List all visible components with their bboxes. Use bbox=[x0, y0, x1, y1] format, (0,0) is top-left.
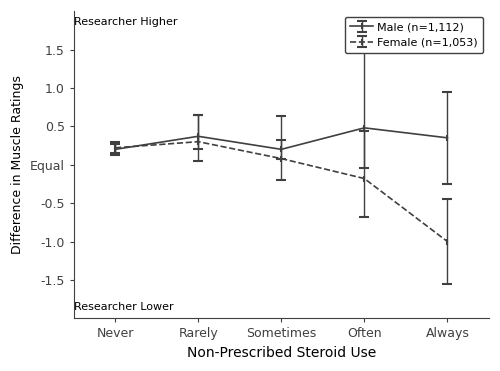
X-axis label: Non-Prescribed Steroid Use: Non-Prescribed Steroid Use bbox=[186, 346, 376, 360]
Text: Researcher Higher: Researcher Higher bbox=[74, 17, 177, 27]
Legend: Male (n=1,112), Female (n=1,053): Male (n=1,112), Female (n=1,053) bbox=[345, 17, 484, 53]
Text: Researcher Lower: Researcher Lower bbox=[74, 302, 174, 312]
Y-axis label: Difference in Muscle Ratings: Difference in Muscle Ratings bbox=[11, 75, 24, 254]
